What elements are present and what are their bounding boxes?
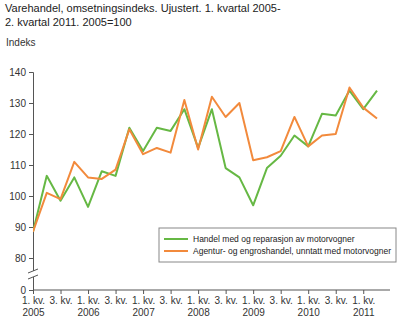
x-tick-label: 3. kv. — [215, 295, 238, 306]
x-tick: 1. kv.2007 — [132, 290, 155, 318]
y-tick: 90 — [15, 222, 33, 233]
x-axis: 1. kv.2005 3. kv. 1. kv.2006 3. kv. 1. kv.20… — [22, 290, 390, 318]
y-tick-mark — [29, 134, 33, 135]
x-tick: 3. kv. — [325, 290, 348, 306]
y-tick-label: 100 — [9, 191, 26, 202]
x-tick: 1. kv.2008 — [187, 290, 210, 318]
x-tick-label: 3. kv. — [270, 295, 293, 306]
axis-break — [28, 275, 38, 279]
x-tick-mark — [88, 290, 89, 294]
x-tick-mark — [363, 290, 364, 294]
legend-swatch — [164, 250, 188, 252]
y-tick-mark — [29, 290, 33, 291]
x-tick-label: 1. kv.2009 — [242, 295, 265, 318]
legend-box — [159, 228, 396, 262]
axis-break — [28, 269, 38, 273]
legend-label: Agentur- og engroshandel, unntatt med mo… — [193, 246, 391, 256]
x-tick-label: 3. kv. — [325, 295, 348, 306]
y-tick-mark — [29, 165, 33, 166]
x-tick: 3. kv. — [215, 290, 238, 306]
plot-area — [33, 88, 377, 232]
y-tick-label: 120 — [9, 129, 26, 140]
y-tick-mark — [29, 72, 33, 73]
y-tick-mark — [29, 227, 33, 228]
y-tick-label: 80 — [15, 253, 27, 264]
x-tick: 3. kv. — [49, 290, 72, 306]
x-tick-label: 1. kv.2011 — [352, 295, 375, 318]
x-tick: 1. kv.2009 — [242, 290, 265, 318]
chart: Varehandel, omsetningsindeks. Ujustert. … — [0, 0, 400, 320]
x-tick: 1. kv.2006 — [77, 290, 100, 318]
x-tick: 1. kv.2010 — [297, 290, 320, 318]
x-tick-mark — [308, 290, 309, 294]
legend-swatch — [164, 238, 188, 240]
x-tick-label: 1. kv.2006 — [77, 295, 100, 318]
x-tick-label: 1. kv.2010 — [297, 295, 320, 318]
x-tick-mark — [226, 290, 227, 294]
series-line — [33, 88, 377, 232]
x-tick: 3. kv. — [270, 290, 293, 306]
x-tick-mark — [61, 290, 62, 294]
x-tick-mark — [171, 290, 172, 294]
x-tick-label: 1. kv.2007 — [132, 295, 155, 318]
y-axis: 0 80 90 100 110 120 130 140 — [9, 67, 33, 296]
x-tick-mark — [116, 290, 117, 294]
y-tick-label: 140 — [9, 67, 26, 78]
y-tick-mark — [29, 103, 33, 104]
legend: Handel med og reparasjon av motorvogner A… — [159, 228, 396, 262]
y-tick-label: 0 — [20, 285, 26, 296]
y-tick: 0 — [20, 285, 33, 296]
y-axis-label: Indeks — [6, 37, 35, 48]
x-tick-mark — [143, 290, 144, 294]
series-line — [33, 91, 377, 232]
y-tick: 100 — [9, 191, 33, 202]
x-tick-label: 3. kv. — [160, 295, 183, 306]
x-tick: 3. kv. — [160, 290, 183, 306]
y-tick-label: 110 — [10, 160, 26, 171]
x-tick-label: 1. kv.2005 — [22, 295, 45, 318]
x-tick-mark — [253, 290, 254, 294]
y-tick-label: 130 — [9, 98, 26, 109]
x-tick: 1. kv.2005 — [22, 290, 45, 318]
y-tick-label: 90 — [15, 222, 27, 233]
y-tick: 80 — [15, 253, 33, 264]
y-tick: 130 — [9, 98, 33, 109]
legend-label: Handel med og reparasjon av motorvogner — [193, 234, 355, 244]
x-tick-mark — [336, 290, 337, 294]
y-tick-mark — [29, 258, 33, 259]
x-tick-label: 3. kv. — [49, 295, 72, 306]
y-tick: 110 — [10, 160, 33, 171]
x-tick-mark — [198, 290, 199, 294]
y-tick-mark — [29, 196, 33, 197]
y-axis-line — [29, 73, 34, 291]
y-tick: 120 — [9, 129, 33, 140]
y-tick: 140 — [9, 67, 33, 78]
x-tick: 3. kv. — [104, 290, 127, 306]
x-tick-label: 1. kv.2008 — [187, 295, 210, 318]
x-tick-mark — [33, 290, 34, 294]
title: Varehandel, omsetningsindeks. Ujustert. … — [5, 2, 281, 28]
x-tick: 1. kv.2011 — [352, 290, 375, 318]
x-tick-label: 3. kv. — [104, 295, 127, 306]
x-tick-mark — [281, 290, 282, 294]
